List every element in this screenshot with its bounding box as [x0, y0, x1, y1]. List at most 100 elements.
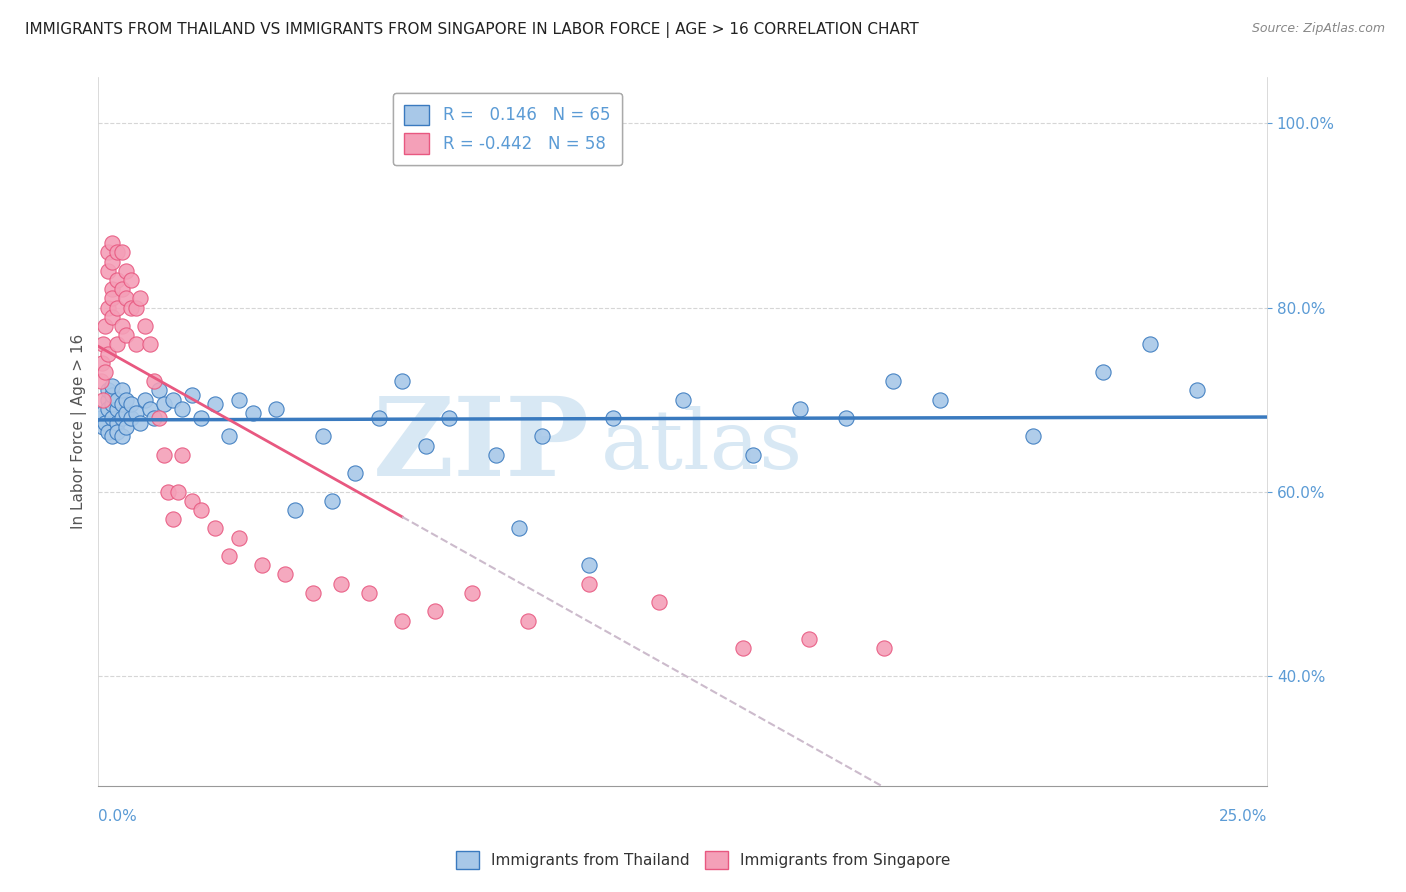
Point: [228, 392, 250, 407]
Point: [105, 245, 128, 260]
Point: [180, 493, 202, 508]
Point: [1185, 384, 1208, 398]
Point: [105, 301, 128, 315]
Text: 0.0%: 0.0%: [98, 809, 138, 824]
Point: [152, 448, 174, 462]
Point: [91, 392, 114, 407]
Text: ZIP: ZIP: [373, 392, 589, 500]
Point: [129, 291, 152, 305]
Point: [97, 392, 120, 407]
Point: [91, 337, 114, 351]
Point: [125, 337, 148, 351]
Point: [105, 401, 128, 416]
Point: [101, 310, 124, 324]
Point: [134, 392, 156, 407]
Point: [250, 558, 273, 573]
Point: [367, 411, 389, 425]
Point: [578, 558, 600, 573]
Point: [928, 392, 950, 407]
Point: [415, 439, 437, 453]
Point: [111, 429, 134, 443]
Point: [1139, 337, 1161, 351]
Point: [204, 521, 226, 535]
Point: [391, 374, 413, 388]
Point: [101, 254, 124, 268]
Point: [120, 411, 142, 425]
Point: [111, 411, 134, 425]
Point: [111, 384, 134, 398]
Point: [672, 392, 695, 407]
Point: [485, 448, 508, 462]
Point: [94, 416, 117, 430]
Point: [578, 576, 600, 591]
Point: [228, 531, 250, 545]
Point: [97, 301, 120, 315]
Text: Source: ZipAtlas.com: Source: ZipAtlas.com: [1251, 22, 1385, 36]
Point: [91, 356, 114, 370]
Point: [105, 273, 128, 287]
Point: [97, 401, 120, 416]
Y-axis label: In Labor Force | Age > 16: In Labor Force | Age > 16: [72, 334, 87, 530]
Text: 25.0%: 25.0%: [1219, 809, 1267, 824]
Point: [321, 493, 343, 508]
Point: [797, 632, 820, 646]
Point: [180, 388, 202, 402]
Point: [284, 503, 307, 517]
Point: [101, 429, 124, 443]
Point: [733, 641, 755, 656]
Point: [204, 397, 226, 411]
Point: [94, 365, 117, 379]
Point: [120, 397, 142, 411]
Text: IMMIGRANTS FROM THAILAND VS IMMIGRANTS FROM SINGAPORE IN LABOR FORCE | AGE > 16 : IMMIGRANTS FROM THAILAND VS IMMIGRANTS F…: [25, 22, 920, 38]
Point: [125, 406, 148, 420]
Point: [190, 411, 212, 425]
Point: [120, 273, 142, 287]
Point: [517, 614, 540, 628]
Point: [172, 401, 194, 416]
Legend: Immigrants from Thailand, Immigrants from Singapore: Immigrants from Thailand, Immigrants fro…: [450, 845, 956, 875]
Point: [157, 484, 180, 499]
Point: [139, 401, 162, 416]
Point: [344, 467, 367, 481]
Point: [437, 411, 460, 425]
Point: [789, 401, 811, 416]
Point: [1092, 365, 1115, 379]
Point: [105, 416, 128, 430]
Legend: R =   0.146   N = 65, R = -0.442   N = 58: R = 0.146 N = 65, R = -0.442 N = 58: [392, 93, 621, 165]
Point: [162, 392, 184, 407]
Point: [101, 397, 124, 411]
Point: [105, 392, 128, 407]
Text: atlas: atlas: [600, 406, 803, 486]
Point: [461, 586, 484, 600]
Point: [274, 567, 297, 582]
Point: [120, 301, 142, 315]
Point: [97, 384, 120, 398]
Point: [115, 291, 138, 305]
Point: [835, 411, 858, 425]
Point: [148, 384, 170, 398]
Point: [101, 411, 124, 425]
Point: [115, 406, 138, 420]
Point: [312, 429, 335, 443]
Point: [91, 406, 114, 420]
Point: [531, 429, 554, 443]
Point: [115, 420, 138, 434]
Point: [97, 346, 120, 360]
Point: [97, 425, 120, 439]
Point: [97, 245, 120, 260]
Point: [125, 301, 148, 315]
Point: [101, 378, 124, 392]
Point: [302, 586, 325, 600]
Point: [218, 429, 240, 443]
Point: [101, 291, 124, 305]
Point: [111, 282, 134, 296]
Point: [139, 337, 162, 351]
Point: [508, 521, 530, 535]
Point: [105, 425, 128, 439]
Point: [90, 374, 112, 388]
Point: [101, 236, 124, 251]
Point: [105, 337, 128, 351]
Point: [134, 318, 156, 333]
Point: [111, 397, 134, 411]
Point: [882, 374, 904, 388]
